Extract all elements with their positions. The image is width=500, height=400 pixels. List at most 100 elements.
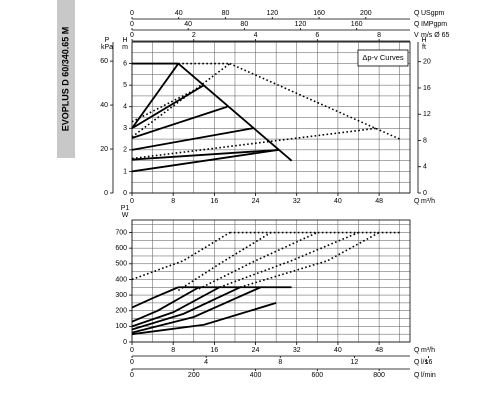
x-tick-label: 48 [375, 198, 383, 205]
y-tick-label: 1 [123, 168, 127, 175]
y-tick-label: 600 [115, 245, 127, 252]
y-tick-label: 0 [123, 339, 127, 346]
curve [131, 105, 228, 139]
axis-tick-label: 16 [423, 85, 431, 92]
x-axis-unit: m³/h [421, 347, 435, 354]
y-tick-label: 6 [123, 60, 127, 67]
y-axis-label: H [122, 37, 127, 44]
axis-unit: USgpm [421, 10, 445, 17]
axis-label: H [421, 37, 426, 44]
dotted-curve [131, 62, 231, 138]
axis-label: Q [414, 21, 420, 28]
x-tick-label: 48 [375, 347, 383, 354]
y-tick-label: 0 [123, 190, 127, 197]
plot-frame [131, 41, 411, 194]
axis-tick-label: 12 [423, 111, 431, 118]
axis-tick-label: 160 [313, 10, 325, 17]
axis-label: P [105, 37, 110, 44]
x-axis-label: Q [414, 198, 420, 205]
axis-tick-label: 0 [130, 21, 134, 28]
axis-tick-label: 4 [423, 164, 427, 171]
chart-title: EVOPLUS D 60/340.65 M [60, 27, 70, 132]
curve [131, 84, 205, 130]
y-tick-label: 4 [123, 104, 127, 111]
axis-tick-label: 60 [100, 58, 108, 65]
axis-tick-label: 120 [266, 10, 278, 17]
y-tick-label: 400 [115, 276, 127, 283]
axis-tick-label: 40 [175, 10, 183, 17]
axis-unit: m/s Ø 65 [421, 32, 450, 39]
axis-tick-label: 800 [373, 372, 385, 379]
curve [131, 302, 277, 336]
axis-tick-label: 12 [351, 359, 359, 366]
y-tick-label: 200 [115, 308, 127, 315]
dotted-curve [229, 62, 401, 140]
axis-tick-label: 0 [130, 372, 134, 379]
axis-unit: kPa [101, 44, 113, 51]
axis-label: Q [414, 359, 420, 366]
y-axis-unit: m [122, 44, 128, 51]
axis-tick-label: 4 [204, 359, 208, 366]
y-tick-label: 500 [115, 261, 127, 268]
x-axis-label: Q [414, 347, 420, 354]
curve [131, 148, 279, 173]
axis-tick-label: 0 [130, 359, 134, 366]
axis-label: Q [414, 10, 420, 17]
axis-tick-label: 8 [423, 137, 427, 144]
curve [131, 286, 200, 323]
axis-tick-label: 200 [360, 10, 372, 17]
curve [131, 148, 279, 161]
axis-unit: l/s [421, 359, 429, 366]
axis-tick-label: 80 [222, 10, 230, 17]
y-tick-label: 300 [115, 292, 127, 299]
y-tick-label: 3 [123, 125, 127, 132]
x-tick-label: 0 [130, 198, 134, 205]
dotted-curve [239, 231, 380, 289]
axis-tick-label: 120 [295, 21, 307, 28]
axis-tick-label: 0 [130, 32, 134, 39]
axis-tick-label: 200 [188, 372, 200, 379]
x-tick-label: 0 [130, 347, 134, 354]
plot-frame [131, 219, 411, 343]
axis-tick-label: 8 [377, 32, 381, 39]
axis-tick-label: 400 [250, 372, 262, 379]
y-axis-unit: W [122, 212, 129, 219]
x-tick-label: 40 [334, 198, 342, 205]
dotted-curve [198, 231, 318, 290]
x-tick-label: 24 [252, 347, 260, 354]
x-tick-label: 40 [334, 347, 342, 354]
dotted-curve [177, 231, 272, 292]
x-tick-label: 32 [293, 347, 301, 354]
legend-box [357, 49, 409, 67]
y-axis-label: P1 [121, 205, 130, 212]
y-tick-label: 700 [115, 229, 127, 236]
axis-tick-label: 40 [184, 21, 192, 28]
dotted-curve [131, 127, 377, 160]
y-tick-label: 100 [115, 323, 127, 330]
axis-tick-label: 6 [315, 32, 319, 39]
x-tick-label: 8 [171, 198, 175, 205]
y-tick-label: 5 [123, 82, 127, 89]
axis-label: Q [414, 372, 420, 379]
dotted-curve [219, 231, 359, 289]
x-tick-label: 32 [293, 198, 301, 205]
y-tick-label: 2 [123, 147, 127, 154]
axis-unit: IMPgpm [421, 21, 447, 28]
axis-tick-label: 20 [100, 146, 108, 153]
axis-tick-label: 600 [311, 372, 323, 379]
curve [131, 286, 241, 331]
axis-tick-label: 0 [104, 190, 108, 197]
axis-tick-label: 8 [278, 359, 282, 366]
x-tick-label: 16 [210, 347, 218, 354]
curve [131, 286, 262, 334]
dotted-curve [131, 84, 205, 123]
axis-tick-label: 2 [192, 32, 196, 39]
legend-text: Δp-v Curves [362, 53, 404, 62]
curve [177, 62, 293, 162]
axis-tick-label: 4 [254, 32, 258, 39]
axis-tick-label: 16 [425, 359, 433, 366]
axis-tick-label: 20 [423, 59, 431, 66]
x-tick-label: 8 [171, 347, 175, 354]
